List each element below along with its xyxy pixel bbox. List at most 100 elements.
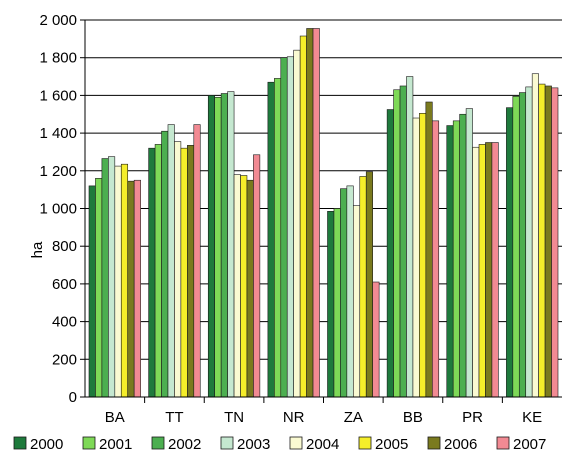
x-category-label-BA: BA [105, 409, 125, 426]
bar-TT-2001 [154, 144, 162, 398]
x-category-label-NR: NR [283, 409, 305, 426]
legend-swatch-2004 [289, 436, 303, 450]
legend-swatch-2000 [13, 436, 27, 450]
y-tick-label-2000: 2 000 [39, 12, 77, 29]
x-category-label-BB: BB [403, 409, 423, 426]
bar-ZA-2002 [340, 188, 348, 398]
legend-label-2006: 2006 [444, 436, 477, 453]
bar-ZA-2000 [327, 211, 335, 398]
x-category-label-ZA: ZA [344, 409, 363, 426]
bar-TN-2000 [207, 95, 216, 398]
bar-KE-2002 [518, 92, 527, 398]
bar-TT-2002 [161, 130, 169, 398]
bar-NR-2001 [274, 78, 282, 398]
bar-PR-2002 [459, 113, 467, 398]
bar-NR-2006 [306, 28, 314, 398]
bar-PR-2001 [452, 120, 460, 398]
x-category-label-KE: KE [522, 409, 542, 426]
bar-ZA-2005 [359, 176, 367, 398]
legend: 2000 2001 2002 2003 2004 2005 2006 2007 [13, 436, 546, 453]
bar-PR-2000 [446, 125, 454, 398]
bar-TN-2006 [246, 179, 254, 398]
bar-TT-2000 [148, 147, 156, 398]
bar-BA-2002 [101, 158, 109, 398]
legend-label-2003: 2003 [237, 436, 270, 453]
bar-NR-2003 [286, 56, 294, 398]
bar-BA-2005 [120, 163, 129, 398]
legend-swatch-2005 [358, 436, 372, 450]
y-tick-label-400: 400 [52, 314, 77, 331]
legend-label-2005: 2005 [375, 436, 408, 453]
bar-BB-2007 [431, 120, 440, 398]
bar-ZA-2007 [372, 281, 380, 398]
y-tick-label-1600: 1 600 [39, 87, 77, 104]
bar-TN-2002 [220, 93, 228, 398]
legend-swatch-2001 [82, 436, 96, 450]
bar-NR-2000 [267, 81, 275, 398]
legend-swatch-2006 [427, 436, 441, 450]
legend-swatch-2002 [151, 436, 165, 450]
bar-BA-2006 [127, 180, 135, 398]
bar-NR-2007 [312, 28, 320, 398]
y-tick-label-1000: 1 000 [39, 201, 77, 218]
x-category-label-TN: TN [224, 409, 244, 426]
bar-TT-2005 [180, 147, 188, 398]
bar-BA-2001 [95, 178, 103, 398]
bar-BA-2000 [88, 185, 96, 398]
bar-PR-2003 [465, 108, 473, 398]
bar-BB-2000 [386, 109, 394, 398]
bar-KE-2005 [538, 83, 546, 398]
bar-KE-2007 [551, 87, 559, 398]
legend-label-2007: 2007 [513, 436, 546, 453]
bar-NR-2002 [280, 57, 288, 398]
bar-TN-2001 [214, 96, 222, 398]
bar-BA-2003 [108, 156, 116, 398]
y-tick-label-200: 200 [52, 351, 77, 368]
bar-KE-2000 [506, 107, 514, 398]
y-tick-label-1400: 1 400 [39, 125, 77, 142]
bar-TN-2004 [233, 174, 241, 398]
y-tick-label-1200: 1 200 [39, 163, 77, 180]
legend-label-2001: 2001 [99, 436, 132, 453]
bar-PR-2006 [485, 142, 493, 398]
bar-ZA-2004 [353, 205, 361, 398]
legend-swatch-2003 [220, 436, 234, 450]
bar-KE-2006 [544, 85, 552, 398]
bar-BB-2001 [393, 89, 401, 398]
bar-TN-2003 [227, 91, 235, 398]
bar-ZA-2006 [365, 171, 373, 398]
legend-label-2004: 2004 [306, 436, 339, 453]
y-axis-title: ha [29, 241, 46, 258]
bar-BB-2005 [419, 113, 427, 398]
bar-TN-2007 [253, 154, 261, 398]
bar-ZA-2003 [346, 185, 354, 398]
bar-NR-2004 [293, 49, 301, 398]
y-axis-ticks: 0 200 400 600 800 1 000 1 200 1 400 1 600 1 800 2 … [39, 12, 85, 406]
bar-TT-2004 [174, 141, 182, 398]
y-tick-label-1800: 1 800 [39, 50, 77, 67]
bar-BA-2004 [114, 165, 122, 398]
x-category-label-PR: PR [462, 409, 483, 426]
bar-TT-2006 [187, 145, 195, 398]
bar-PR-2005 [478, 144, 486, 398]
bar-ZA-2001 [333, 208, 341, 398]
legend-label-2000: 2000 [30, 436, 63, 453]
bars [88, 28, 559, 398]
legend-swatch-2007 [496, 436, 510, 450]
bar-BB-2002 [399, 85, 407, 398]
legend-label-2002: 2002 [168, 436, 201, 453]
bar-TT-2003 [167, 124, 175, 398]
x-category-label-TT: TT [165, 409, 183, 426]
bar-PR-2007 [491, 142, 499, 398]
bar-NR-2005 [299, 35, 307, 398]
bar-BB-2006 [425, 101, 433, 398]
bar-BB-2003 [406, 76, 414, 398]
bar-KE-2004 [531, 73, 539, 398]
bar-TN-2005 [240, 175, 248, 398]
bar-TT-2007 [193, 124, 201, 398]
axes [84, 20, 562, 403]
y-tick-label-800: 800 [52, 238, 77, 255]
x-axis-categories: BA TT TN NR ZA BB PR KE [105, 409, 542, 426]
bar-BB-2004 [412, 117, 420, 398]
